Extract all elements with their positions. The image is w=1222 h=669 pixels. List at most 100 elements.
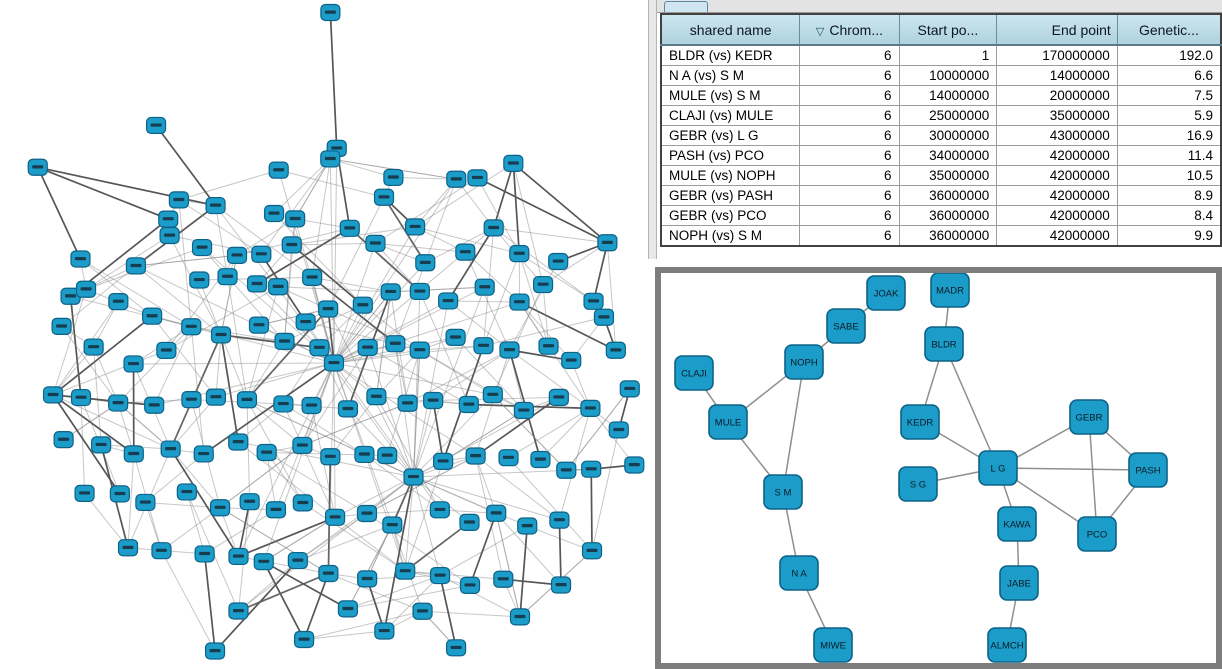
network-node-JABE[interactable]: JABE: [999, 565, 1039, 601]
network-node-BLDR[interactable]: BLDR: [924, 326, 964, 362]
dense-network-node[interactable]: [482, 386, 503, 404]
dense-network-node[interactable]: [404, 218, 426, 236]
dense-network-node[interactable]: [530, 450, 551, 469]
dense-network-node[interactable]: [320, 448, 341, 466]
subnetwork-edge-GEBR-PCO[interactable]: [1088, 416, 1098, 535]
table-row[interactable]: BLDR (vs) KEDR 6 1 170000000 192.0: [660, 44, 1222, 66]
dense-network-node[interactable]: [397, 394, 418, 412]
dense-network-node[interactable]: [339, 219, 360, 237]
sort-filter-icon[interactable]: ▽: [815, 25, 825, 38]
dense-network-node[interactable]: [256, 443, 277, 462]
network-node-MIWE[interactable]: MIWE: [813, 627, 853, 663]
table-row[interactable]: NOPH (vs) S M 6 36000000 42000000 9.9: [660, 225, 1222, 247]
dense-network-node[interactable]: [108, 394, 129, 412]
network-node-SM[interactable]: S M: [763, 474, 803, 510]
dense-network-node[interactable]: [70, 388, 92, 407]
dense-network-node[interactable]: [503, 154, 524, 172]
dense-network-node[interactable]: [438, 292, 459, 310]
dense-network-node[interactable]: [191, 238, 213, 257]
dense-network-node[interactable]: [205, 388, 227, 406]
dense-network-node[interactable]: [142, 307, 163, 325]
dense-network-node[interactable]: [395, 562, 416, 580]
dense-network-node[interactable]: [108, 292, 129, 311]
dense-network-node[interactable]: [51, 317, 72, 335]
dense-network-node[interactable]: [474, 278, 495, 296]
dense-network-node[interactable]: [292, 436, 313, 455]
dense-network-node[interactable]: [498, 449, 519, 467]
dense-network-node[interactable]: [382, 516, 403, 534]
dense-network-node[interactable]: [415, 254, 436, 272]
dense-network-node[interactable]: [446, 170, 467, 188]
column-header-sharedname[interactable]: shared name: [660, 13, 801, 46]
network-node-NA[interactable]: N A: [779, 555, 819, 591]
dense-network-node[interactable]: [301, 396, 322, 415]
dense-network-node[interactable]: [409, 282, 430, 301]
dense-network-node[interactable]: [281, 236, 302, 254]
dense-network-node[interactable]: [27, 158, 48, 176]
dense-network-node[interactable]: [608, 421, 629, 439]
subnetwork-edge-LG-PASH[interactable]: [997, 467, 1149, 471]
network-node-ALMCH[interactable]: ALMCH: [987, 627, 1027, 663]
dense-network-node[interactable]: [459, 576, 481, 594]
dense-network-node[interactable]: [263, 204, 285, 223]
dense-network-node[interactable]: [53, 431, 74, 449]
dense-network-node[interactable]: [445, 639, 467, 657]
dense-network-node[interactable]: [356, 504, 378, 523]
dense-network-node[interactable]: [509, 608, 531, 626]
dense-network-node[interactable]: [412, 602, 433, 620]
dense-network-node[interactable]: [209, 499, 231, 517]
dense-network-node[interactable]: [83, 338, 104, 356]
network-node-CLAJI[interactable]: CLAJI: [674, 355, 714, 391]
dense-network-node[interactable]: [581, 542, 603, 560]
dense-network-node[interactable]: [156, 341, 177, 360]
dense-network-node[interactable]: [320, 150, 341, 168]
dense-network-node[interactable]: [366, 388, 387, 406]
network-node-PCO[interactable]: PCO: [1077, 516, 1117, 552]
dense-network-node[interactable]: [144, 396, 165, 414]
dense-network-node[interactable]: [380, 283, 401, 301]
dense-network-node[interactable]: [253, 553, 274, 571]
network-node-LG[interactable]: L G: [978, 450, 1018, 486]
dense-network-node[interactable]: [145, 116, 167, 135]
dense-network-node[interactable]: [228, 433, 249, 451]
dense-network-node[interactable]: [204, 642, 226, 660]
table-tab-fragment[interactable]: [664, 1, 708, 12]
dense-network-node[interactable]: [499, 341, 520, 359]
dense-network-node[interactable]: [593, 308, 615, 326]
dense-network-node[interactable]: [581, 460, 602, 478]
dense-network-node[interactable]: [151, 542, 172, 560]
network-node-MADR[interactable]: MADR: [930, 273, 970, 308]
dense-network-node[interactable]: [373, 188, 395, 206]
dense-network-node[interactable]: [465, 447, 486, 465]
dense-network-node[interactable]: [337, 600, 359, 618]
dense-network-node[interactable]: [605, 341, 626, 359]
dense-network-node[interactable]: [236, 391, 258, 409]
dense-network-node[interactable]: [318, 300, 339, 318]
dense-network-node[interactable]: [483, 219, 504, 237]
network-node-KAWA[interactable]: KAWA: [997, 506, 1037, 542]
dense-network-node[interactable]: [517, 517, 538, 535]
dense-network-node[interactable]: [597, 234, 618, 252]
dense-network-node[interactable]: [624, 456, 645, 474]
dense-network-node[interactable]: [168, 191, 189, 209]
dense-network-node[interactable]: [459, 513, 480, 531]
dense-network-node[interactable]: [91, 436, 112, 454]
dense-network-node[interactable]: [135, 493, 156, 512]
dense-network-node[interactable]: [493, 570, 514, 588]
dense-network-node[interactable]: [458, 395, 479, 414]
dense-network-node[interactable]: [325, 508, 346, 526]
dense-network-node[interactable]: [228, 602, 249, 620]
table-row[interactable]: GEBR (vs) PCO 6 36000000 42000000 8.4: [660, 205, 1222, 226]
dense-network-node[interactable]: [377, 446, 398, 465]
dense-network-node[interactable]: [385, 335, 406, 353]
dense-network-node[interactable]: [205, 196, 226, 215]
network-node-KEDR[interactable]: KEDR: [900, 404, 940, 440]
dense-network-node[interactable]: [409, 341, 430, 359]
network-node-NOPH[interactable]: NOPH: [784, 344, 824, 380]
dense-network-node[interactable]: [74, 484, 95, 502]
dense-network-node[interactable]: [239, 493, 260, 511]
dense-network-node[interactable]: [583, 292, 604, 310]
dense-network-node[interactable]: [365, 234, 386, 252]
dense-network-node[interactable]: [556, 461, 577, 479]
table-row[interactable]: GEBR (vs) L G 6 30000000 43000000 16.9: [660, 125, 1222, 146]
